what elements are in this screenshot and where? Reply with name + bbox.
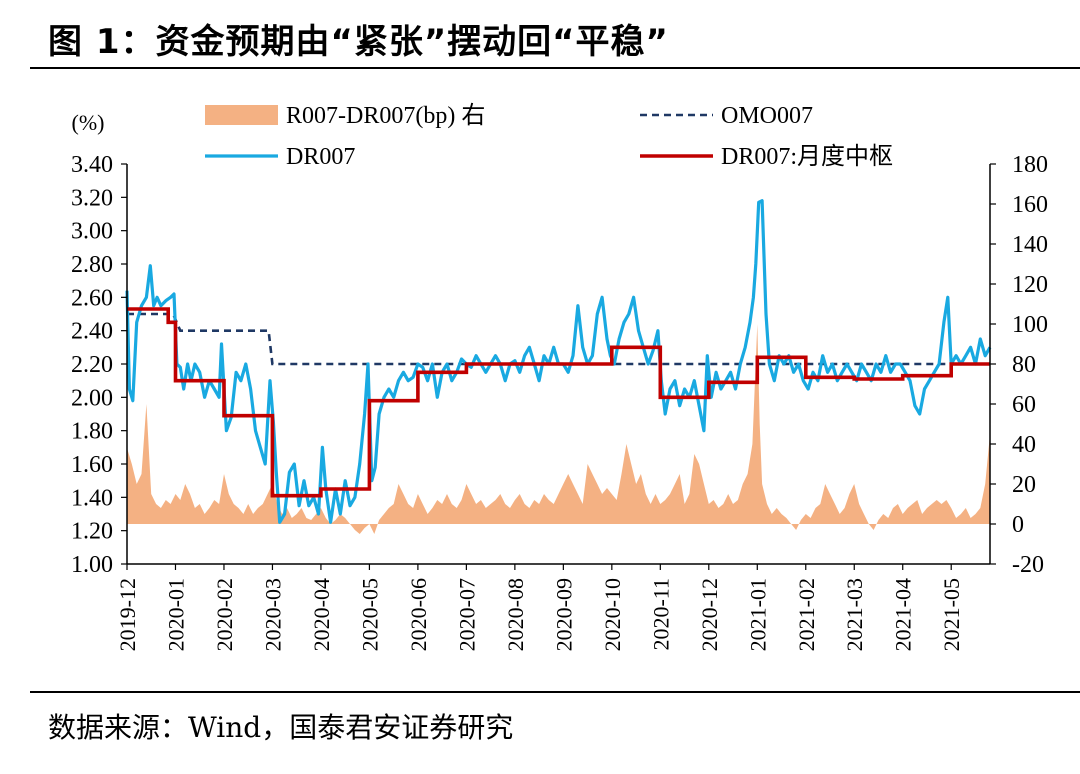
source-note: 数据来源：Wind，国泰君安证券研究	[48, 711, 514, 744]
x-tick-label: 2019-12	[115, 578, 140, 651]
y-tick-label-left: 2.40	[71, 319, 113, 345]
x-tick-label: 2020-05	[357, 578, 382, 651]
dr007-line	[125, 199, 992, 524]
figure-title: 图 1：资金预期由“紧张”摆动回“平稳”	[48, 22, 669, 62]
y-tick-label-right: 160	[1012, 192, 1048, 218]
y-tick-label-right: 80	[1012, 352, 1036, 378]
legend-center-label: DR007:月度中枢	[721, 143, 893, 170]
y-tick-label-left: 1.00	[71, 552, 113, 578]
x-tick-label: 2020-03	[260, 578, 285, 651]
x-tick-label: 2020-02	[212, 578, 237, 651]
x-tick-label: 2020-01	[163, 578, 188, 651]
omo-line-layer	[127, 312, 990, 366]
x-tick-label: 2020-09	[551, 578, 576, 651]
x-tick-label: 2020-12	[697, 578, 722, 651]
y-tick-label-right: 120	[1012, 272, 1048, 298]
legend: R007-DR007(bp) 右 OMO007 DR007 DR007:月度中枢	[205, 102, 893, 170]
y-tick-label-right: 40	[1012, 432, 1036, 458]
x-tick-label: 2020-11	[648, 578, 673, 651]
y-tick-label-right: -20	[1012, 552, 1044, 578]
legend-dr007-label: DR007	[286, 144, 355, 170]
y-tick-label-left: 3.00	[71, 219, 113, 245]
x-tick-label: 2020-06	[406, 578, 431, 651]
y-tick-label-right: 20	[1012, 472, 1036, 498]
y-tick-label-right: 60	[1012, 392, 1036, 418]
y-tick-label-left: 2.20	[71, 352, 113, 378]
y-tick-label-left: 1.40	[71, 485, 113, 511]
chart: 1.00 1.20 1.40 1.60 1.80 2.00 2.20 2.40 2.60 2.80…	[71, 102, 1048, 651]
top-rule	[30, 67, 1080, 69]
y-tick-label-right: 140	[1012, 232, 1048, 258]
y-tick-label-left: 2.00	[71, 385, 113, 411]
x-tick-label: 2021-03	[842, 578, 867, 651]
x-tick-label: 2020-07	[454, 578, 479, 651]
y-axis-unit-label: (%)	[72, 110, 105, 135]
y-tick-label-left: 1.20	[71, 519, 113, 545]
x-tick-label: 2020-10	[600, 578, 625, 651]
axes-layer: 1.00 1.20 1.40 1.60 1.80 2.00 2.20 2.40 2.60 2.80…	[71, 110, 1048, 651]
y-tick-label-right: 0	[1012, 512, 1024, 538]
y-tick-label-right: 100	[1012, 312, 1048, 338]
x-tick-label: 2021-04	[891, 578, 916, 651]
spread-area-layer	[127, 324, 990, 534]
spread-area	[127, 324, 990, 534]
bottom-rule	[30, 691, 1080, 693]
y-tick-label-left: 2.60	[71, 285, 113, 311]
legend-omo-label: OMO007	[721, 103, 813, 129]
x-tick-label: 2021-05	[939, 578, 964, 651]
legend-spread-label: R007-DR007(bp) 右	[286, 102, 485, 129]
dr007-line-layer	[125, 199, 992, 524]
x-tick-label: 2020-08	[503, 578, 528, 651]
omo007-line	[127, 312, 990, 366]
y-tick-label-left: 2.80	[71, 252, 113, 278]
y-tick-label-right: 180	[1012, 152, 1048, 178]
center-line-layer	[127, 307, 990, 498]
legend-spread-swatch	[205, 105, 278, 125]
y-tick-label-left: 1.60	[71, 452, 113, 478]
dr007-center-line	[127, 307, 990, 498]
x-tick-label: 2020-04	[309, 578, 334, 651]
y-tick-label-left: 3.40	[71, 152, 113, 178]
x-tick-label: 2021-02	[794, 578, 819, 651]
x-tick-label: 2021-01	[745, 578, 770, 651]
y-tick-label-left: 1.80	[71, 419, 113, 445]
y-tick-label-left: 3.20	[71, 185, 113, 211]
